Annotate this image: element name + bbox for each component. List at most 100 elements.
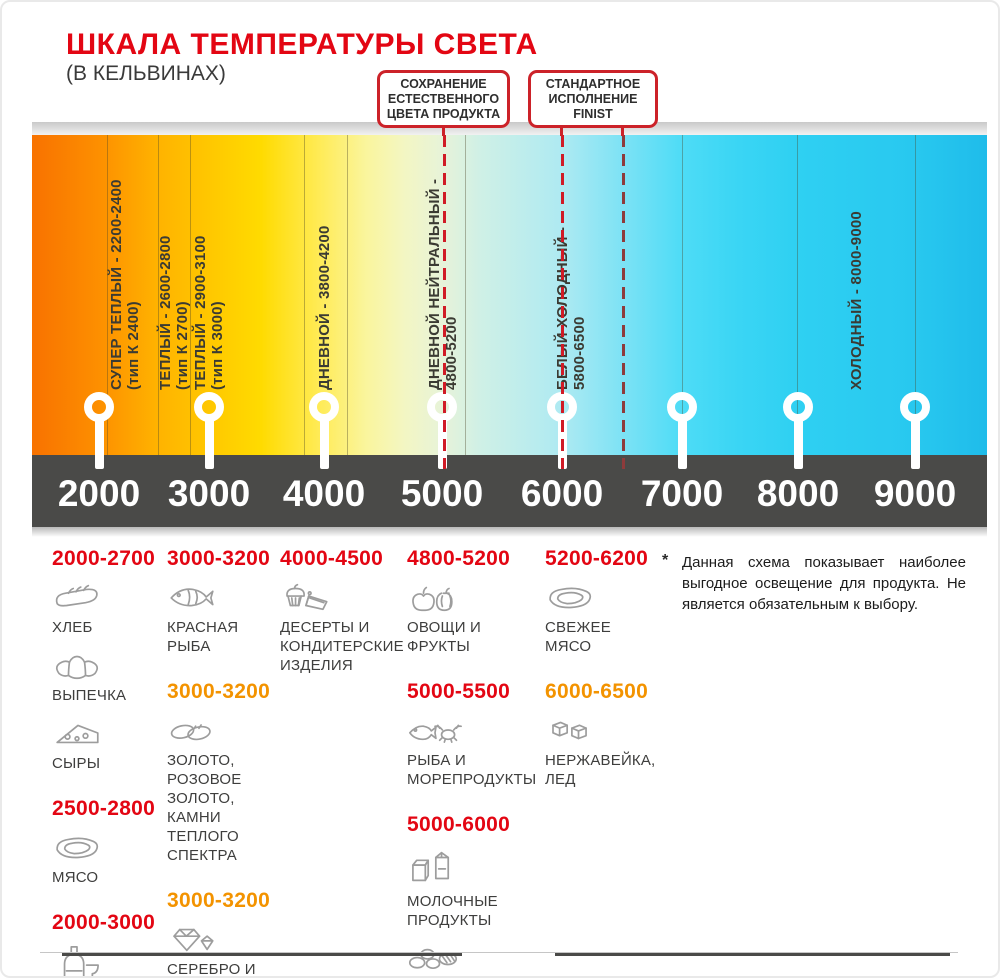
zone-label: СУПЕР ТЕПЛЫЙ - 2200-2400 (тип К 2400) [108,179,142,390]
alcohol-icon [52,944,160,976]
category-label: ОВОЩИ И ФРУКТЫ [407,619,482,655]
zone-divider-line [347,135,348,455]
temperature-range: 2000-2700 [52,547,156,570]
dessert-icon [280,580,402,614]
temperature-range: 4800-5200 [407,547,511,570]
bottom-frame-line [40,952,958,953]
zone-label: ТЕПЛЫЙ - 2600-2800 (тип К 2700) [157,235,191,390]
category-label: МЯСО [52,869,99,886]
temperature-range: 5000-5500 [407,680,511,703]
ice-icon [545,713,657,747]
category-label: ДЕСЕРТЫ И КОНДИТЕРСКИЕ ИЗДЕЛИЯ [280,619,404,674]
callout-stem [621,120,624,136]
marker-stem [911,419,920,469]
zone-divider-line [190,135,191,455]
zone-divider-line [304,135,305,455]
marker-stem [794,419,803,469]
vegetables-icon [407,580,567,614]
axis-tick-label: 5000 [400,473,484,514]
footnote-asterisk: * [662,552,669,569]
reference-dashed-line [443,135,446,469]
category-item: СЕРЕБРО И БРИЛЛИАНТЫ [167,922,279,978]
category-label: ЗОЛОТО, РОЗОВОЕ ЗОЛОТО, КАМНИ ТЕПЛОГО СП… [167,752,242,864]
scale-marker [84,392,114,422]
callout-finist-standard: СТАНДАРТНОЕ ИСПОЛНЕНИЕ FINIST [528,70,658,128]
category-item: ОВОЩИ И ФРУКТЫ [407,580,567,656]
zone-divider-line [465,135,466,455]
category-label: СЫРЫ [52,755,101,772]
callout-natural-color: СОХРАНЕНИЕ ЕСТЕСТВЕННОГО ЦВЕТА ПРОДУКТА [377,70,510,128]
temperature-range: 6000-6500 [545,680,649,703]
callout-stem [442,120,445,136]
reference-dashed-line [622,135,625,469]
footnote-text: Данная схема показывает наиболее выгодно… [682,554,966,613]
rings-icon [167,713,279,747]
scale-marker [667,392,697,422]
callout-stem [560,120,563,136]
scale-marker [900,392,930,422]
temperature-range: 3000-3200 [167,547,271,570]
bottom-frame-shadow-left [62,953,462,956]
marker-stem [678,419,687,469]
category-item: ЗОЛОТО, РОЗОВОЕ ЗОЛОТО, КАМНИ ТЕПЛОГО СП… [167,713,279,865]
kelvin-axis-bar [32,455,987,527]
meat-icon [545,580,657,614]
scale-marker [194,392,224,422]
band-top-shadow [32,122,987,135]
category-item: ВЫПЕЧКА [52,648,160,705]
seafood-icon [407,713,567,747]
zone-label: ТЕПЛЫЙ - 2900-3100 (тип К 3000) [192,235,226,390]
axis-bar-shadow [32,527,987,537]
zone-divider-line [682,135,683,455]
category-label: КРАСНАЯ РЫБА [167,619,239,655]
axis-tick-label: 4000 [282,473,366,514]
diamond-icon [167,922,279,956]
category-item: СВЕЖЕЕ МЯСО [545,580,657,656]
temperature-range: 3000-3200 [167,889,271,912]
category-column-4: 4800-5200 ОВОЩИ И ФРУКТЫ 5000-5500 РЫБА И М… [407,547,567,976]
zone-divider-line [158,135,159,455]
footnote: * Данная схема показывает наиболее выгод… [662,552,966,615]
category-column-2: 3000-3200 КРАСНАЯ РЫБА 3000-3200 ЗОЛОТО, РО… [167,547,279,978]
category-item: ДЕСЕРТЫ И КОНДИТЕРСКИЕ ИЗДЕЛИЯ [280,580,404,675]
zone-divider-line [915,135,916,455]
axis-tick-label: 6000 [520,473,604,514]
category-label: МОЛОЧНЫЕ ПРОДУКТЫ [407,893,498,929]
category-item: КРАСНАЯ РЫБА [167,580,279,656]
axis-tick-label: 8000 [756,473,840,514]
category-item: ЗАМОРОЖЕННЫЕ ПОЛУФАБРИКАТЫ [407,941,567,976]
category-item: ХЛЕБ [52,580,160,637]
category-item: МОЛОЧНЫЕ ПРОДУКТЫ [407,846,567,930]
reference-dashed-line [561,135,564,469]
axis-tick-label: 2000 [57,473,141,514]
category-label: СЕРЕБРО И БРИЛЛИАНТЫ [167,961,256,978]
scale-marker [427,392,457,422]
category-item: СЫРЫ [52,716,160,773]
marker-stem [320,419,329,469]
temperature-range: 2500-2800 [52,797,156,820]
temperature-range: 2000-3000 [52,911,156,934]
bread-icon [52,580,160,614]
temperature-range: 5000-6000 [407,813,511,836]
axis-tick-label: 9000 [873,473,957,514]
zone-label: ХОЛОДНЫЙ - 8000-9000 [848,211,865,390]
cheese-icon [52,716,160,750]
dairy-icon [407,846,567,888]
temperature-range: 3000-3200 [167,680,271,703]
category-label: ХЛЕБ [52,619,93,636]
zone-divider-line [797,135,798,455]
category-column-5: 5200-6200 СВЕЖЕЕ МЯСО 6000-6500 НЕРЖАВЕЙКА,… [545,547,657,800]
scale-marker [783,392,813,422]
temperature-gradient-band [32,135,987,455]
category-item: АКОГОЛЬ [52,944,160,976]
fish-icon [167,580,279,614]
scale-marker [309,392,339,422]
meat-icon [52,830,160,864]
frozen-icon [407,941,567,975]
zone-label: ДНЕВНОЙ - 3800-4200 [316,225,333,390]
temperature-range: 5200-6200 [545,547,649,570]
category-item: РЫБА И МОРЕПРОДУКТЫ [407,713,567,789]
category-label: НЕРЖАВЕЙКА, ЛЕД [545,752,656,788]
